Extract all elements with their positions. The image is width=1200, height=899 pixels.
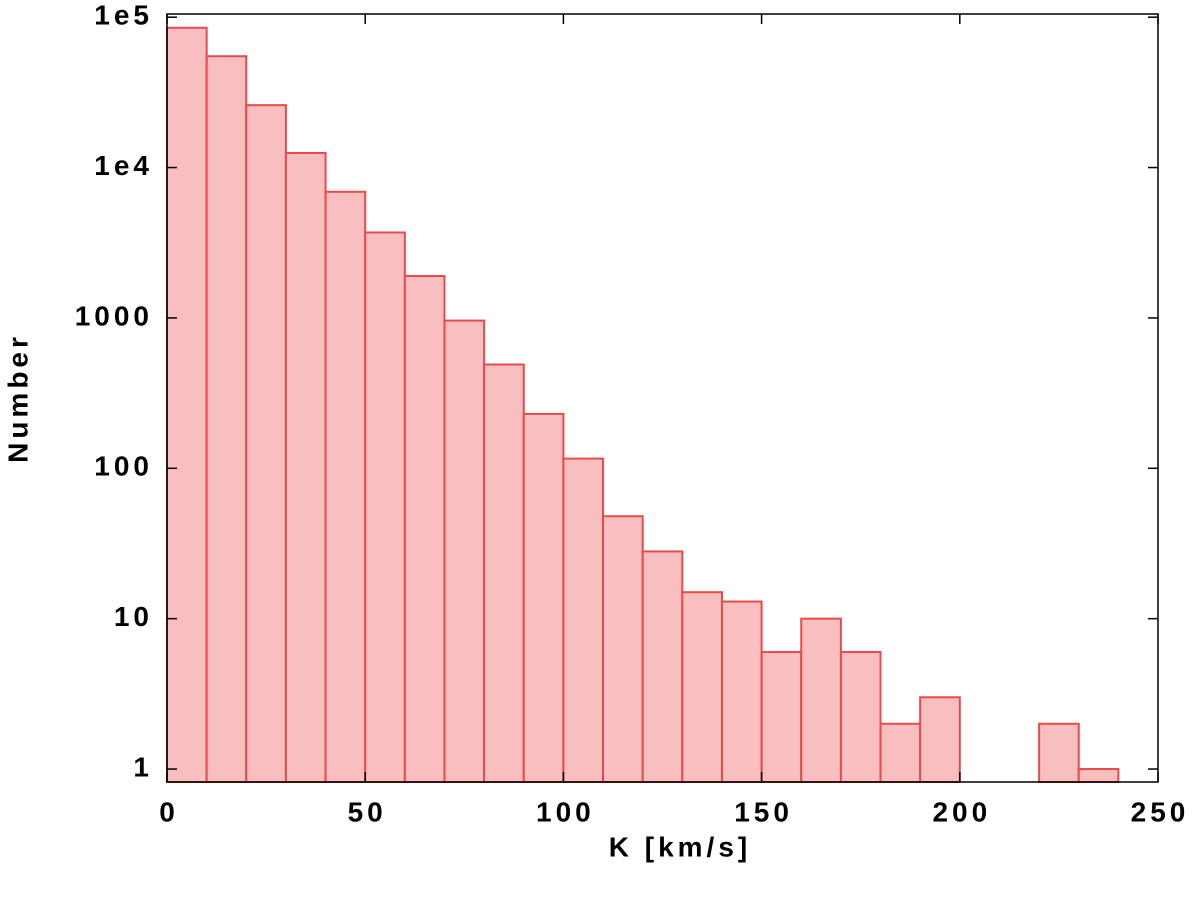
plot-frame xyxy=(166,13,1159,783)
x-tick-label: 250 xyxy=(1131,796,1190,827)
bar xyxy=(205,55,248,784)
bar xyxy=(166,26,208,784)
bar xyxy=(879,722,922,783)
bar xyxy=(839,651,882,784)
bar xyxy=(443,319,486,783)
bar xyxy=(1077,768,1120,783)
bar xyxy=(403,275,446,783)
x-tick-label: 150 xyxy=(734,796,793,827)
y-tick-label: 100 xyxy=(94,451,153,482)
y-tick-label: 1 xyxy=(133,751,153,782)
x-tick-label: 0 xyxy=(159,796,179,827)
bar xyxy=(522,412,565,783)
y-tick-label: 1e5 xyxy=(94,0,153,31)
bar xyxy=(364,231,406,783)
bar xyxy=(800,617,842,784)
bar xyxy=(245,104,287,783)
bar xyxy=(562,457,605,783)
x-tick-label: 200 xyxy=(932,796,991,827)
bar xyxy=(681,591,723,783)
bar xyxy=(919,696,961,784)
bar xyxy=(324,190,367,783)
y-tick-label: 10 xyxy=(114,601,153,632)
y-axis-label: Number xyxy=(2,333,33,463)
bar xyxy=(760,651,803,784)
bar xyxy=(483,363,525,783)
bar xyxy=(602,515,644,783)
bar xyxy=(1038,722,1080,783)
bar xyxy=(720,600,763,783)
y-tick-label: 1000 xyxy=(75,300,153,331)
x-tick-label: 100 xyxy=(536,796,595,827)
y-tick-label: 1e4 xyxy=(94,150,153,181)
x-axis-label: K [km/s] xyxy=(609,831,751,862)
bar xyxy=(641,550,684,784)
x-tick-label: 50 xyxy=(348,796,387,827)
bar xyxy=(284,151,327,783)
